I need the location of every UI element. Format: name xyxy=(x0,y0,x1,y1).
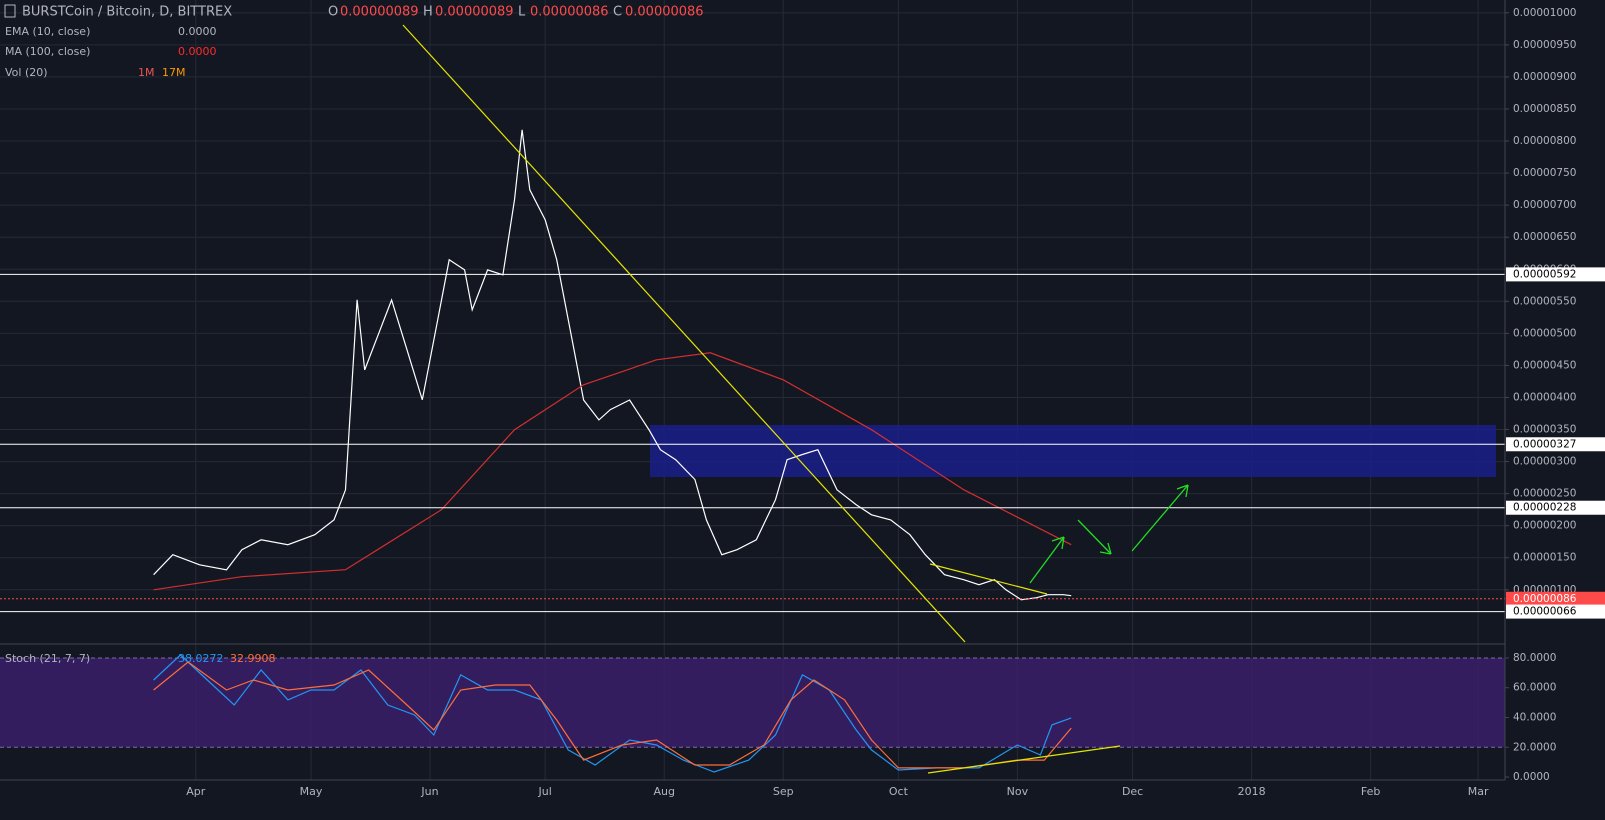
study-name[interactable]: Vol (20) xyxy=(5,66,48,79)
y-tick-label: 0.00000450 xyxy=(1513,359,1576,371)
stoch-band xyxy=(0,657,1505,748)
zone-rectangle xyxy=(650,425,1496,477)
arrow xyxy=(1131,484,1189,552)
x-tick-label: Oct xyxy=(889,785,909,798)
x-tick-label: Apr xyxy=(186,785,206,798)
ohlc-value: 0.00000089 xyxy=(340,5,419,20)
y-tick-label: 0.00000550 xyxy=(1513,295,1576,307)
x-tick-label: Aug xyxy=(653,785,674,798)
ohlc-legend: O 0.00000089 H 0.00000089 L 0.00000086 C 0.0000… xyxy=(328,5,704,20)
price-tag-label: 0.00000228 xyxy=(1513,502,1576,514)
x-tick-label: Sep xyxy=(773,785,794,798)
price-tag xyxy=(1506,604,1605,619)
ohlc-key: C xyxy=(613,5,622,20)
study-value: 38.0272 xyxy=(178,652,224,665)
ohlc-key: O xyxy=(328,5,338,20)
y-tick-label: 0.00000900 xyxy=(1513,71,1576,83)
trend-line xyxy=(402,24,966,643)
trend-line xyxy=(927,745,1121,774)
x-tick-label: Nov xyxy=(1007,785,1029,798)
x-tick-label: 2018 xyxy=(1238,785,1266,798)
series-line xyxy=(153,661,1072,769)
volume-value: 17M xyxy=(162,66,186,79)
series-line xyxy=(153,654,1072,773)
series-line xyxy=(153,129,1072,601)
x-tick-label: May xyxy=(300,785,323,798)
y-tick-label: 0.00001000 xyxy=(1513,7,1576,19)
price-tag-label: 0.00000066 xyxy=(1513,606,1577,618)
arrow xyxy=(1029,536,1065,584)
symbol-title[interactable]: BURSTCoin / Bitcoin, D, BITTREX xyxy=(22,5,232,20)
collapse-icon[interactable] xyxy=(4,4,16,18)
price-tag xyxy=(1506,267,1605,282)
y-tick-label: 0.00000650 xyxy=(1513,231,1576,243)
y-tick-label: 60.0000 xyxy=(1513,682,1556,694)
price-tag-label: 0.00000086 xyxy=(1513,593,1577,605)
y-tick-label: 0.00000400 xyxy=(1513,391,1576,403)
y-tick-label: 0.00000300 xyxy=(1513,456,1576,468)
x-tick-label: Mar xyxy=(1468,785,1489,798)
price-tag xyxy=(1506,437,1605,452)
x-tick-label: Feb xyxy=(1361,785,1380,798)
x-tick-label: Jul xyxy=(538,785,552,798)
y-tick-label: 0.00000850 xyxy=(1513,103,1576,115)
ohlc-value: 0.00000089 xyxy=(435,5,514,20)
x-tick-label: Dec xyxy=(1122,785,1143,798)
trend-line xyxy=(929,563,1048,595)
marks xyxy=(0,129,1505,773)
y-tick-label: 0.00000250 xyxy=(1513,488,1576,500)
study-value: 32.9908 xyxy=(230,652,276,665)
price-tag-label: 0.00000327 xyxy=(1513,438,1576,450)
ohlc-key: L xyxy=(518,5,526,20)
ohlc-value: 0.00000086 xyxy=(530,5,609,20)
study-name[interactable]: EMA (10, close) xyxy=(5,25,90,38)
y-tick-label: 0.00000200 xyxy=(1513,520,1576,532)
volume-value: 1M xyxy=(138,66,155,79)
y-tick-label: 80.0000 xyxy=(1513,652,1556,664)
ohlc-value: 0.00000086 xyxy=(625,5,704,20)
price-tag-label: 0.00000592 xyxy=(1513,268,1576,280)
arrows xyxy=(1029,484,1189,584)
y-tick-label: 0.00000500 xyxy=(1513,327,1576,339)
y-tick-label: 0.00000800 xyxy=(1513,135,1576,147)
y-tick-label: 0.00000150 xyxy=(1513,552,1576,564)
price-tag xyxy=(1506,500,1605,515)
price-tag xyxy=(1506,591,1605,606)
series-line xyxy=(153,352,1072,591)
study-name[interactable]: MA (100, close) xyxy=(5,45,90,58)
y-tick-label: 40.0000 xyxy=(1513,711,1556,723)
y-tick-label: 20.0000 xyxy=(1513,741,1556,753)
y-tick-label: 0.00000750 xyxy=(1513,167,1576,179)
y-tick-label: 0.00000700 xyxy=(1513,199,1576,211)
study-name[interactable]: Stoch (21, 7, 7) xyxy=(5,652,90,665)
study-value: 0.0000 xyxy=(178,25,217,38)
axes: Apr May Jun Jul Aug Sep Oct Nov Dec 2018 Feb Mar 0.0… xyxy=(186,7,1605,798)
y-tick-label: 0.00000950 xyxy=(1513,39,1576,51)
x-tick-label: Jun xyxy=(420,785,438,798)
arrow xyxy=(1077,519,1112,555)
study-value: 0.0000 xyxy=(178,45,217,58)
y-tick-label: 0.0000 xyxy=(1513,771,1550,783)
y-tick-label: 0.00000350 xyxy=(1513,424,1576,436)
ohlc-key: H xyxy=(423,5,433,20)
